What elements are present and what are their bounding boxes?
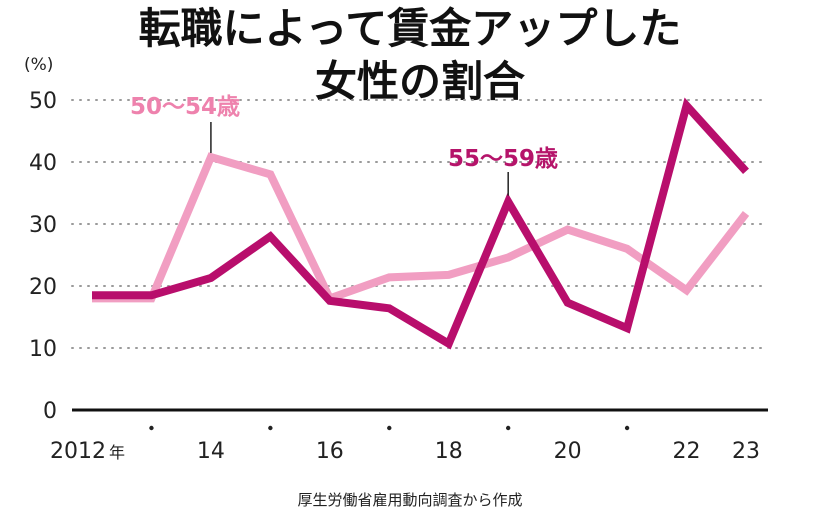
source-note: 厚生労働省雇用動向調査から作成 <box>297 491 522 509</box>
gridlines <box>71 99 769 349</box>
y-axis-unit: (%) <box>24 55 53 75</box>
series-lines <box>92 97 750 350</box>
x-tick-dot <box>149 425 154 431</box>
y-tick-label: 0 <box>43 399 57 424</box>
y-tick-label: 40 <box>29 151 57 176</box>
series-label-50-54: 50〜54歳 <box>130 94 240 120</box>
y-tick-label: 50 <box>29 89 57 114</box>
x-tick-label: 14 <box>197 439 225 464</box>
x-tick-dot <box>268 425 273 431</box>
y-tick-label: 10 <box>29 337 57 362</box>
x-axis-ticks: 2012 年 14 16 18 20 22 23 <box>50 425 760 464</box>
x-tick-label: 22 <box>673 439 701 464</box>
x-tick-label: 20 <box>554 439 582 464</box>
x-tick-dot <box>505 425 511 431</box>
series-label-55-59: 55〜59歳 <box>448 146 558 172</box>
y-tick-label: 20 <box>29 275 57 300</box>
y-tick-label: 30 <box>29 213 57 238</box>
x-tick-label: 18 <box>435 439 463 464</box>
x-tick-dot <box>387 425 392 431</box>
x-tick-label: 2012 <box>50 439 106 464</box>
chart-title-line-2: 女性の割合 <box>315 57 525 106</box>
x-tick-label: 16 <box>316 439 344 464</box>
x-tick-label: 23 <box>732 439 760 464</box>
chart-title-line-1: 転職によって賃金アップした <box>139 4 682 53</box>
y-axis-ticks: 0 10 20 30 40 50 <box>29 89 57 424</box>
x-tick-year-suffix: 年 <box>109 443 125 462</box>
series-line-50-54 <box>92 152 750 304</box>
x-tick-dot <box>624 425 630 431</box>
series-line-55-59 <box>92 97 749 350</box>
